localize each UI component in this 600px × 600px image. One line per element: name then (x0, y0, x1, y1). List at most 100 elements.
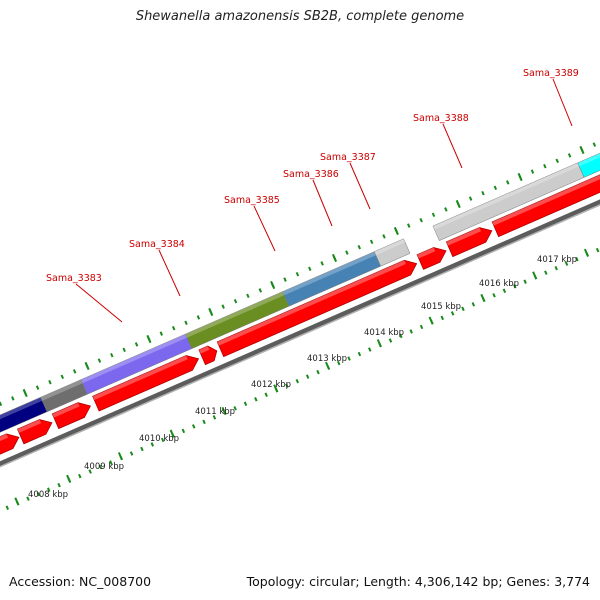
track-tick (221, 304, 225, 309)
leader-line (253, 205, 276, 252)
scale-label: 4011 kbp (195, 407, 235, 417)
track-tick (60, 374, 65, 380)
segment-shine (282, 251, 376, 296)
track-tick (196, 315, 201, 320)
scale-tick (264, 392, 268, 397)
gene-segment (373, 238, 411, 267)
scale-major-tick (14, 497, 20, 506)
cds-shine (217, 260, 406, 346)
track-tick (35, 385, 40, 390)
scale-label: 4015 kbp (421, 302, 461, 312)
gene-ticks (0, 142, 597, 407)
segment-shine (185, 291, 285, 338)
segment-shine (577, 153, 600, 167)
track-tick (530, 169, 535, 174)
scale-tick (471, 302, 476, 307)
scale-label: 4010 kbp (139, 434, 179, 444)
track-tick (444, 207, 448, 212)
scale-tick (347, 356, 351, 361)
track-major-tick (22, 388, 28, 398)
scale-tick (357, 351, 362, 357)
scale-tick (295, 378, 300, 384)
track-major-tick (517, 172, 523, 182)
scale-tick (78, 473, 82, 479)
cds-arrow (51, 402, 91, 430)
scale-tick (285, 383, 289, 388)
scale-tick (399, 333, 403, 339)
track-tick (493, 185, 498, 191)
scale-tick (575, 256, 579, 262)
cds-shine (0, 433, 9, 442)
scale-tick (450, 311, 455, 316)
scale-tick (409, 329, 413, 334)
scale-tick (336, 360, 341, 366)
scale-tick (440, 315, 444, 321)
gene-label-sama_3389: Sama_3389 (523, 68, 579, 79)
track-tick (48, 379, 52, 385)
track-tick (72, 369, 77, 374)
scale-major-tick (583, 248, 589, 257)
track-tick (555, 158, 559, 164)
cds-arrow (216, 259, 418, 358)
track-tick (246, 293, 250, 299)
scale-tick (202, 419, 206, 425)
scale-label: 4017 kbp (537, 255, 577, 265)
cds-shine (17, 419, 42, 433)
track-tick (369, 239, 374, 245)
cds-arrow (0, 433, 20, 455)
genome-info-text: Topology: circular; Length: 4,306,142 bp… (246, 574, 590, 589)
track-tick (592, 142, 597, 147)
cds-arrow (92, 355, 200, 412)
cds-shine (492, 174, 600, 226)
track-tick (320, 261, 324, 266)
scale-tick (492, 293, 496, 298)
scale-tick (305, 374, 310, 379)
scale-major-tick (117, 452, 123, 461)
scale-tick (564, 261, 569, 266)
scale-major-tick (325, 361, 331, 370)
scale-tick (316, 369, 320, 375)
scale-tick (192, 424, 196, 429)
gene-segment (577, 152, 600, 178)
track-tick (258, 288, 263, 293)
track-major-tick (270, 280, 276, 290)
scale-tick (98, 464, 103, 470)
track-tick (184, 320, 188, 326)
scale-tick (513, 284, 517, 289)
track-major-tick (455, 199, 461, 209)
scale-tick (26, 496, 30, 501)
scale-tick (243, 401, 248, 407)
scale-tick (181, 428, 186, 434)
track-tick (134, 342, 139, 347)
scale-tick (523, 279, 527, 284)
cds-arrow (198, 345, 218, 366)
track-tick (543, 163, 547, 169)
scale-tick (88, 469, 92, 474)
scale-labels: 4008 kbp 4009 kbp 4010 kbp 4011 kbp 4012 kbp… (28, 255, 577, 500)
cds-shine (199, 346, 210, 354)
track-tick (159, 331, 164, 336)
scale-tick (388, 338, 393, 343)
track-tick (233, 298, 238, 304)
leader-line (349, 162, 371, 210)
scale-tick (57, 482, 61, 488)
cds-shine (52, 402, 80, 418)
scale-label: 4014 kbp (364, 328, 404, 338)
gene-segments (0, 152, 600, 433)
leader-line (75, 283, 123, 323)
backbone-highlight (0, 204, 600, 468)
track-tick (345, 250, 349, 255)
backbone (0, 199, 600, 468)
scale-major-tick (532, 271, 538, 280)
cds-arrow (491, 174, 600, 238)
scale-tick (419, 324, 424, 330)
scale-tick (47, 487, 51, 492)
leader-line (552, 78, 573, 127)
track-tick (171, 325, 176, 331)
backbone-line (0, 199, 600, 467)
track-tick (295, 271, 300, 277)
track-tick (431, 212, 436, 218)
track-tick (11, 396, 15, 401)
track-major-tick (393, 226, 399, 236)
